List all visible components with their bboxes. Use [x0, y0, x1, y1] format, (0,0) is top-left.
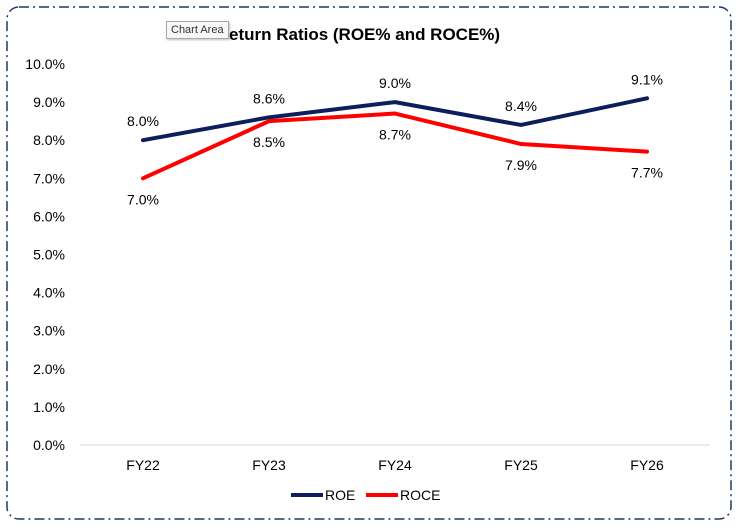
y-tick-label: 0.0%: [33, 437, 65, 453]
series-line-roce: [141, 111, 649, 181]
legend: ROE ROCE: [291, 487, 440, 503]
y-tick-label: 6.0%: [33, 208, 65, 224]
data-label-roce: 7.0%: [127, 191, 159, 207]
y-tick-label: 2.0%: [33, 361, 65, 377]
data-label-roe: 8.4%: [505, 98, 537, 114]
y-tick-label: 9.0%: [33, 94, 65, 110]
data-label-roce: 7.9%: [505, 157, 537, 173]
x-tick-label: FY22: [126, 457, 160, 473]
chart-title: eturn Ratios (ROE% and ROCE%): [229, 25, 500, 44]
data-label-roce: 8.7%: [379, 127, 411, 143]
data-label-roce: 7.7%: [631, 165, 663, 181]
data-label-roe: 8.0%: [127, 113, 159, 129]
chart-border: [6, 6, 732, 520]
x-axis: FY22 FY23 FY24 FY25 FY26: [126, 457, 664, 473]
data-label-roe: 9.1%: [631, 71, 663, 87]
x-tick-label: FY26: [630, 457, 664, 473]
data-label-roce: 8.5%: [253, 134, 285, 150]
y-tick-label: 4.0%: [33, 285, 65, 301]
y-tick-label: 8.0%: [33, 132, 65, 148]
y-tick-label: 7.0%: [33, 170, 65, 186]
x-tick-label: FY24: [378, 457, 412, 473]
x-tick-label: FY25: [504, 457, 538, 473]
y-axis: 0.0% 1.0% 2.0% 3.0% 4.0% 5.0% 6.0% 7.0% 8.0% 9.0%…: [25, 56, 65, 453]
y-tick-label: 10.0%: [25, 56, 65, 72]
x-tick-label: FY23: [252, 457, 286, 473]
legend-label-roe: ROE: [325, 487, 355, 503]
data-label-roe: 9.0%: [379, 75, 411, 91]
series-line-roe: [141, 96, 649, 143]
y-tick-label: 1.0%: [33, 399, 65, 415]
chart-area-tooltip: Chart Area: [166, 21, 229, 39]
legend-label-roce: ROCE: [400, 487, 440, 503]
data-label-roe: 8.6%: [253, 90, 285, 106]
plot-area: 8.0% 8.6% 9.0% 8.4% 9.1% 7.0% 8.5% 8.7% 7.9% 7.7%: [127, 71, 663, 207]
y-tick-label: 3.0%: [33, 323, 65, 339]
y-tick-label: 5.0%: [33, 247, 65, 263]
